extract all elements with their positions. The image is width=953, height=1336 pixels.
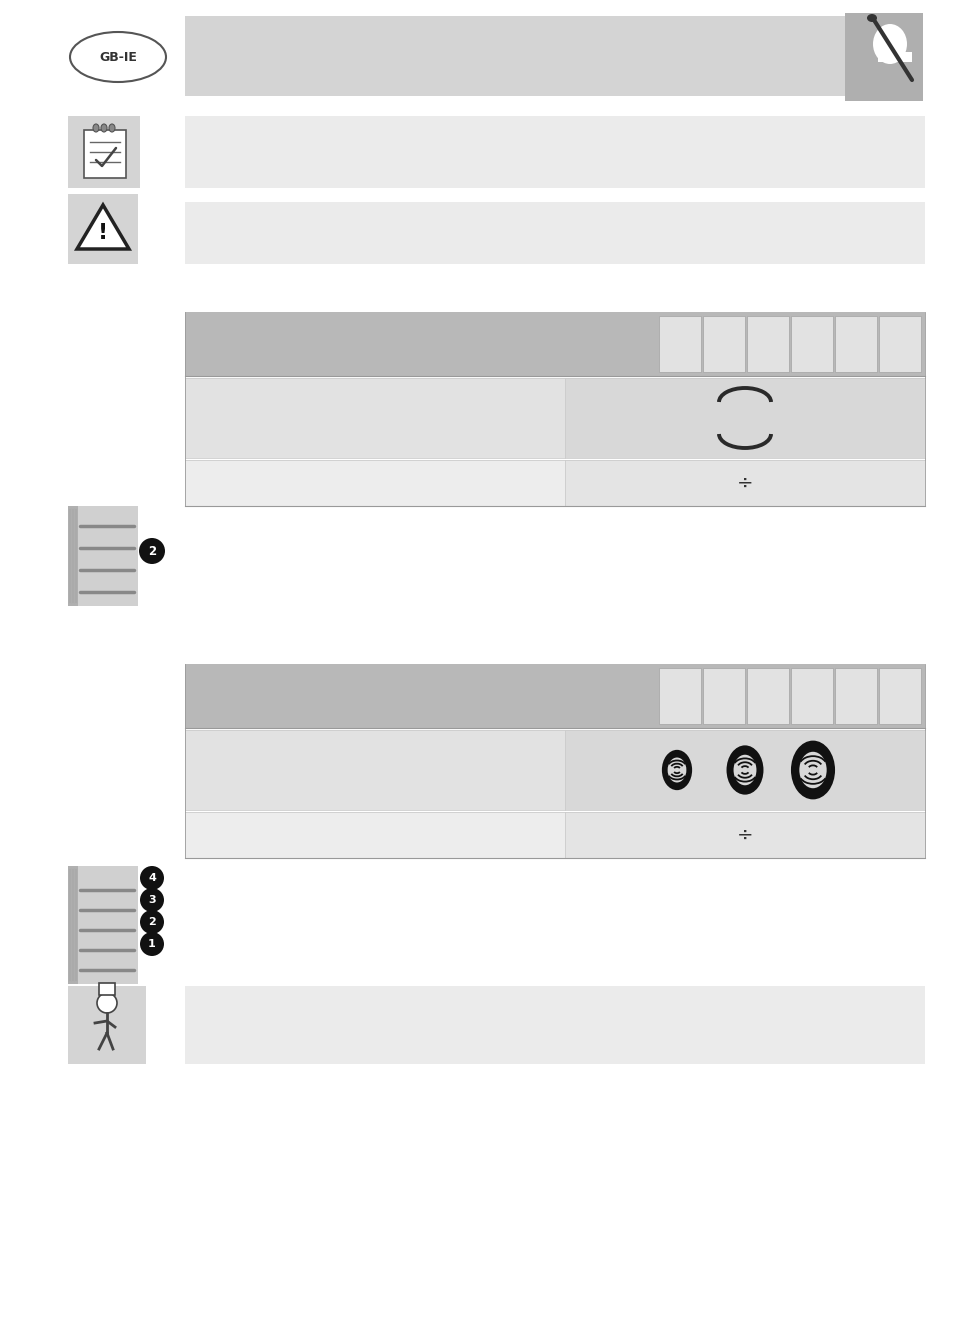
Text: !: ! <box>98 223 108 243</box>
Ellipse shape <box>733 755 756 786</box>
FancyBboxPatch shape <box>185 729 564 810</box>
Circle shape <box>139 538 165 564</box>
FancyBboxPatch shape <box>185 16 844 96</box>
Ellipse shape <box>790 740 834 799</box>
FancyBboxPatch shape <box>185 460 564 506</box>
Circle shape <box>97 993 117 1013</box>
Circle shape <box>140 910 164 934</box>
FancyBboxPatch shape <box>185 313 924 375</box>
FancyBboxPatch shape <box>564 378 924 458</box>
Ellipse shape <box>866 13 876 21</box>
Text: ÷: ÷ <box>736 473 753 493</box>
Ellipse shape <box>101 124 107 132</box>
FancyBboxPatch shape <box>68 986 146 1063</box>
FancyBboxPatch shape <box>84 130 126 178</box>
FancyBboxPatch shape <box>68 866 80 985</box>
FancyBboxPatch shape <box>746 668 788 724</box>
FancyBboxPatch shape <box>68 194 138 265</box>
FancyBboxPatch shape <box>185 378 564 458</box>
FancyBboxPatch shape <box>702 317 744 371</box>
FancyBboxPatch shape <box>702 668 744 724</box>
Ellipse shape <box>799 752 826 788</box>
FancyBboxPatch shape <box>790 668 832 724</box>
Ellipse shape <box>667 758 685 783</box>
FancyBboxPatch shape <box>185 664 924 728</box>
FancyBboxPatch shape <box>659 317 700 371</box>
FancyBboxPatch shape <box>564 729 924 810</box>
FancyBboxPatch shape <box>99 983 115 995</box>
FancyBboxPatch shape <box>878 668 920 724</box>
Text: GB-IE: GB-IE <box>99 51 137 64</box>
FancyBboxPatch shape <box>790 317 832 371</box>
Text: 2: 2 <box>148 916 155 927</box>
FancyBboxPatch shape <box>834 317 876 371</box>
Text: 1: 1 <box>148 939 155 949</box>
FancyBboxPatch shape <box>564 812 924 858</box>
FancyBboxPatch shape <box>185 986 924 1063</box>
Circle shape <box>140 933 164 957</box>
FancyBboxPatch shape <box>185 202 924 265</box>
FancyBboxPatch shape <box>564 460 924 506</box>
Ellipse shape <box>109 124 115 132</box>
FancyBboxPatch shape <box>68 116 140 188</box>
Text: 2: 2 <box>148 545 156 557</box>
FancyBboxPatch shape <box>78 506 138 607</box>
FancyBboxPatch shape <box>185 116 924 188</box>
FancyBboxPatch shape <box>659 668 700 724</box>
FancyBboxPatch shape <box>746 317 788 371</box>
FancyBboxPatch shape <box>834 668 876 724</box>
Text: ÷: ÷ <box>736 826 753 844</box>
Polygon shape <box>77 204 129 248</box>
FancyBboxPatch shape <box>877 52 911 61</box>
Circle shape <box>140 888 164 912</box>
Ellipse shape <box>70 32 166 81</box>
Ellipse shape <box>92 124 99 132</box>
Circle shape <box>140 866 164 890</box>
FancyBboxPatch shape <box>78 866 138 985</box>
Ellipse shape <box>661 749 691 790</box>
FancyBboxPatch shape <box>844 13 923 102</box>
Ellipse shape <box>872 24 906 64</box>
Text: 4: 4 <box>148 872 155 883</box>
Text: 3: 3 <box>148 895 155 904</box>
Ellipse shape <box>726 745 762 795</box>
FancyBboxPatch shape <box>68 506 80 607</box>
FancyBboxPatch shape <box>185 812 564 858</box>
FancyBboxPatch shape <box>878 317 920 371</box>
